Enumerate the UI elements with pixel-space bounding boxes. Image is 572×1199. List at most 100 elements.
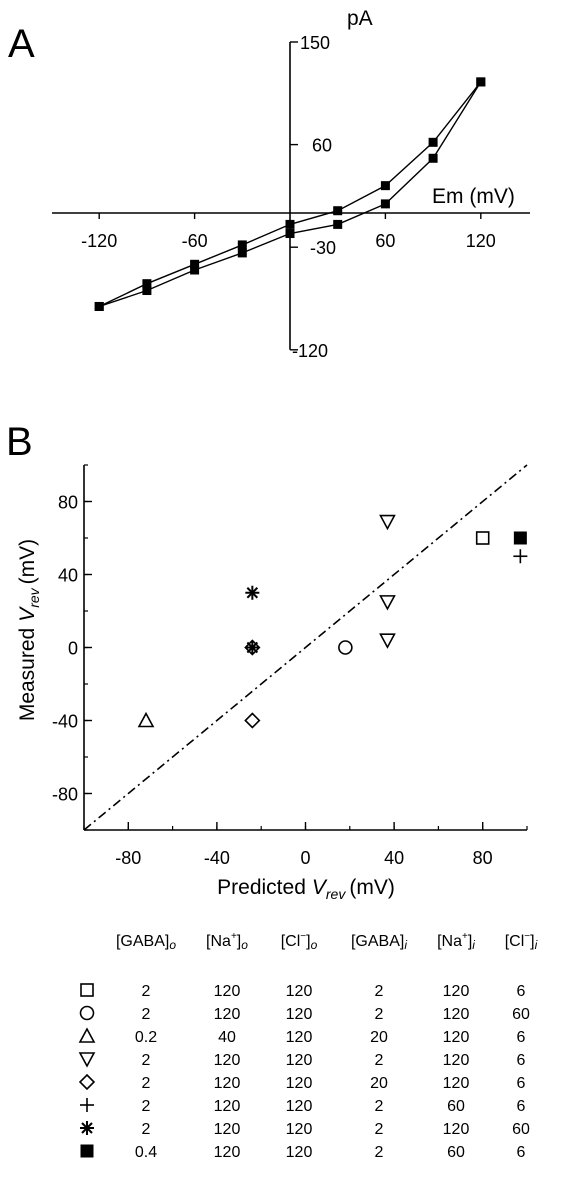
table-header-close: ] xyxy=(530,933,534,950)
table-cell: 60 xyxy=(447,1098,465,1115)
table-cell: 120 xyxy=(443,1121,470,1138)
table-header-sub: i xyxy=(404,938,407,952)
table-cell: 120 xyxy=(214,1052,241,1069)
table-cell: 6 xyxy=(517,1144,526,1161)
table-cell: 120 xyxy=(286,1121,313,1138)
table-cell: 2 xyxy=(142,1121,151,1138)
table-header-close: ] xyxy=(468,933,472,950)
y-tick-label: -80 xyxy=(52,785,78,805)
table-cell: 2 xyxy=(375,1052,384,1069)
table-header-0: [GABA]o xyxy=(116,933,176,952)
point-triangle-down-open xyxy=(379,595,396,611)
table-row-symbol-square-open xyxy=(80,983,94,997)
table-header-close: ] xyxy=(306,933,310,950)
x-axis-title-var: V xyxy=(312,876,328,899)
y-axis-title: Measured Vrev (mV) xyxy=(16,539,42,721)
table-cell: 120 xyxy=(214,1006,241,1023)
y-axis-title-word: Measured xyxy=(16,628,39,721)
x-axis-title: Predicted Vrev (mV) xyxy=(217,876,395,902)
series-2-point xyxy=(333,219,343,229)
table-cell: 20 xyxy=(370,1075,388,1092)
table-cell: 6 xyxy=(517,983,526,1000)
table-cell: 2 xyxy=(142,1075,151,1092)
table-cell: 120 xyxy=(286,1075,313,1092)
table-row-symbol-plus xyxy=(80,1098,94,1112)
x-axis-title: Em (mV) xyxy=(432,185,515,208)
table-header-4: [Na+]i xyxy=(437,931,475,952)
x-tick-label: -40 xyxy=(204,848,230,868)
x-tick-label: 120 xyxy=(466,231,496,251)
panel-label-a: A xyxy=(8,22,35,66)
table-row-symbol-triangle-up-open xyxy=(78,1027,96,1043)
x-tick-label: 0 xyxy=(300,848,310,868)
x-axis-title-unit: (mV) xyxy=(349,876,395,899)
table-cell: 120 xyxy=(286,1006,313,1023)
table-cell: 120 xyxy=(214,1075,241,1092)
point-square-open xyxy=(475,531,490,545)
table-cell: 120 xyxy=(443,1052,470,1069)
y-tick-label: 0 xyxy=(68,639,78,659)
x-tick-label: -80 xyxy=(115,848,141,868)
y-tick-label: -30 xyxy=(310,238,336,258)
table-row-symbol-circle-open xyxy=(79,1005,95,1021)
series-2-point xyxy=(94,301,104,311)
table-cell: 2 xyxy=(375,1144,384,1161)
table-cell: 120 xyxy=(443,1075,470,1092)
point-circle-open xyxy=(338,640,353,655)
chart-a: -120 -60 60 120 150 60 -30 -120 Em (mV) pA xyxy=(52,7,530,361)
table-cell: 120 xyxy=(214,1098,241,1115)
table-cell: 2 xyxy=(375,1098,384,1115)
series-1-point xyxy=(428,137,438,147)
y-tick-label: 60 xyxy=(312,136,332,156)
table-header-sup: − xyxy=(300,931,306,942)
y-axis-title: pA xyxy=(347,7,373,30)
y-tick-label: 80 xyxy=(58,493,78,513)
table-header-sup: + xyxy=(231,931,237,942)
table-row-symbol-asterisk xyxy=(80,1121,94,1135)
table-cell: 0.2 xyxy=(135,1029,157,1046)
series-1-point xyxy=(190,259,200,269)
point-plus xyxy=(513,549,528,564)
table-cell: 120 xyxy=(443,1006,470,1023)
table-cell: 120 xyxy=(443,1029,470,1046)
y-axis-title-var: V xyxy=(16,606,39,622)
series-2-point xyxy=(285,229,295,239)
series-2-point xyxy=(476,77,486,87)
table-cell: 2 xyxy=(142,1006,151,1023)
table-cell: 120 xyxy=(286,1098,313,1115)
point-triangle-down-open xyxy=(379,514,396,531)
y-axis-title-unit: (mV) xyxy=(16,539,39,585)
point-asterisk xyxy=(245,640,260,655)
table-cell: 120 xyxy=(286,1144,313,1161)
table-header-5: [Cl−]i xyxy=(505,931,538,952)
table-cell: 6 xyxy=(517,1029,526,1046)
table-header-2: [Cl−]o xyxy=(281,931,318,952)
y-tick-label: 40 xyxy=(58,566,78,586)
y-tick-label: 150 xyxy=(300,33,330,53)
x-tick-label: -120 xyxy=(81,231,117,251)
table-header-sup: − xyxy=(524,931,530,942)
table-cell: 6 xyxy=(517,1098,526,1115)
table-header-base: [GABA] xyxy=(351,933,404,950)
table-header-sub: i xyxy=(535,938,538,952)
table-header-close: ] xyxy=(237,933,241,950)
table-row-symbol-square-filled xyxy=(80,1144,94,1158)
table-header-base: [Cl xyxy=(505,933,525,950)
legend-table: [GABA]o [Na+]o [Cl−]o [GABA]i [Na+]i [Cl−]i2 1… xyxy=(78,931,538,1161)
reference-line xyxy=(83,464,528,831)
table-cell: 120 xyxy=(286,1029,313,1046)
point-square-filled xyxy=(513,531,527,545)
table-header-base: [GABA] xyxy=(116,933,169,950)
table-cell: 60 xyxy=(447,1144,465,1161)
series-1-point xyxy=(333,206,343,216)
table-header-sup: + xyxy=(462,931,468,942)
x-tick-label: 80 xyxy=(473,848,493,868)
table-cell: 60 xyxy=(512,1006,530,1023)
point-triangle-up-open xyxy=(137,711,155,728)
point-asterisk xyxy=(245,585,260,600)
table-cell: 2 xyxy=(375,1121,384,1138)
table-row-symbol-diamond-open xyxy=(78,1073,96,1091)
table-cell: 2 xyxy=(142,983,151,1000)
table-header-base: [Na xyxy=(437,933,462,950)
